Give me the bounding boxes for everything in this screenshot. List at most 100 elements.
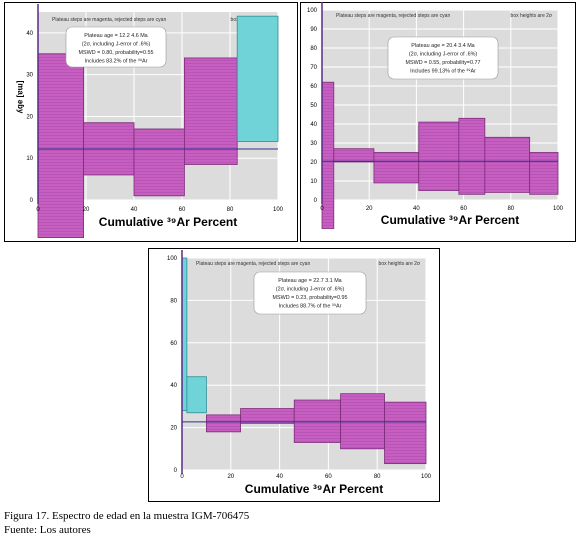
age-spectrum-chart-3: Plateau steps are magenta, rejected step… bbox=[148, 248, 440, 502]
rejected-step-box bbox=[186, 376, 207, 414]
y-tick-label: 20 bbox=[170, 426, 177, 432]
y-axis-label: [ma] əɓy bbox=[16, 81, 25, 114]
chart-panel-1: Plateau steps are magenta, rejected step… bbox=[4, 2, 298, 242]
x-tick-label: 20 bbox=[83, 207, 90, 213]
step-box-4 bbox=[183, 57, 238, 165]
x-tick-label: 100 bbox=[421, 474, 432, 480]
step-hatch bbox=[529, 152, 558, 195]
step-box-3 bbox=[373, 152, 420, 184]
x-tick-label: 60 bbox=[460, 206, 467, 212]
x-axis-label: Cumulative ³⁹Ar Percent bbox=[99, 215, 237, 229]
header-right-text: box heights are 2σ bbox=[379, 261, 421, 267]
step-hatch bbox=[206, 414, 241, 432]
y-tick-label: 0 bbox=[314, 198, 318, 204]
x-tick-label: 40 bbox=[413, 206, 420, 212]
plateau-annotation: Plateau age = 12.2 4.6 Ma (2σ, including … bbox=[65, 26, 167, 68]
annotation-line-3: MSWD = 0.80, probability=0.55 bbox=[79, 50, 154, 56]
annotation-line-3: MSWD = 0.23, probability=0.95 bbox=[273, 295, 348, 301]
step-box-1 bbox=[37, 53, 84, 238]
header-left-text: Plateau steps are magenta, rejected step… bbox=[52, 17, 166, 23]
x-tick-label: 80 bbox=[507, 206, 514, 212]
annotation-box bbox=[253, 271, 367, 315]
annotation-box bbox=[387, 36, 499, 80]
x-tick-label: 100 bbox=[273, 207, 284, 213]
step-box-7 bbox=[529, 152, 559, 195]
y-tick-label: 0 bbox=[174, 468, 178, 474]
x-tick-label: 60 bbox=[325, 474, 332, 480]
x-tick-label: 40 bbox=[276, 474, 283, 480]
y-tick-label: 40 bbox=[310, 122, 317, 128]
step-hatch bbox=[458, 118, 485, 195]
x-tick-label: 80 bbox=[227, 207, 234, 213]
y-tick-label: 60 bbox=[310, 84, 317, 90]
step-box-5 bbox=[293, 399, 342, 443]
plateau-annotation: Plateau age = 22.7 3.1 Ma (2σ, including … bbox=[253, 271, 367, 315]
x-tick-label: 40 bbox=[131, 207, 138, 213]
step-box-3 bbox=[133, 128, 185, 197]
y-tick-label: 30 bbox=[310, 141, 317, 147]
step-hatch bbox=[484, 137, 530, 193]
x-tick-label: 0 bbox=[180, 474, 184, 480]
rejected-step-box bbox=[236, 15, 279, 142]
x-tick-label: 0 bbox=[320, 206, 324, 212]
step-box-7 bbox=[384, 401, 427, 465]
figure-source: Fuente: Los autores bbox=[4, 524, 91, 536]
y-tick-label: 20 bbox=[310, 160, 317, 166]
y-tick-label: 30 bbox=[26, 73, 33, 79]
y-tick-label: 100 bbox=[307, 8, 318, 14]
step-hatch bbox=[184, 57, 238, 165]
figure-caption: Figura 17. Espectro de edad en la muestr… bbox=[4, 510, 250, 522]
step-box-5 bbox=[236, 15, 279, 142]
step-hatch bbox=[134, 128, 185, 196]
x-tick-label: 0 bbox=[36, 207, 40, 213]
annotation-line-1: Plateau age = 20.4 3.4 Ma bbox=[411, 43, 474, 49]
annotation-line-2: (2σ, including J-error of .6%) bbox=[276, 287, 345, 293]
step-hatch bbox=[418, 122, 459, 191]
y-tick-label: 40 bbox=[170, 383, 177, 389]
age-spectrum-chart-1: Plateau steps are magenta, rejected step… bbox=[4, 2, 298, 242]
x-axis-label: Cumulative ³⁹Ar Percent bbox=[245, 482, 383, 496]
y-tick-label: 20 bbox=[26, 114, 33, 120]
plateau-annotation: Plateau age = 20.4 3.4 Ma (2σ, including … bbox=[387, 36, 499, 80]
annotation-line-2: (2σ, including J-error of .6%) bbox=[82, 42, 151, 48]
annotation-line-3: MSWD = 0.55, probability=0.77 bbox=[406, 60, 481, 66]
step-hatch bbox=[240, 408, 295, 424]
header-right-text: box heights are 2σ bbox=[511, 13, 553, 19]
x-tick-label: 100 bbox=[553, 206, 564, 212]
age-spectrum-chart-2: Plateau steps are magenta, rejected step… bbox=[300, 2, 576, 242]
y-tick-label: 80 bbox=[310, 46, 317, 52]
annotation-line-1: Plateau age = 12.2 4.6 Ma bbox=[84, 33, 147, 39]
y-tick-label: 100 bbox=[167, 256, 178, 262]
step-hatch bbox=[340, 393, 385, 449]
step-box-4 bbox=[240, 408, 295, 424]
y-tick-label: 80 bbox=[170, 298, 177, 304]
step-box-3 bbox=[206, 414, 241, 433]
step-box-1 bbox=[321, 81, 335, 229]
y-tick-label: 50 bbox=[310, 103, 317, 109]
x-axis-label: Cumulative ³⁹Ar Percent bbox=[381, 213, 519, 227]
annotation-box bbox=[65, 26, 167, 68]
annotation-line-1: Plateau age = 22.7 3.1 Ma bbox=[278, 278, 341, 284]
y-tick-label: 40 bbox=[26, 31, 33, 37]
annotation-line-2: (2σ, including J-error of .6%) bbox=[409, 52, 478, 58]
step-hatch bbox=[333, 148, 374, 162]
y-tick-label: 10 bbox=[310, 179, 317, 185]
x-tick-label: 80 bbox=[374, 474, 381, 480]
annotation-line-4: Includes 83.2% of the ³⁹Ar bbox=[85, 59, 148, 65]
step-hatch bbox=[294, 400, 341, 443]
x-tick-label: 60 bbox=[179, 207, 186, 213]
step-box-5 bbox=[458, 117, 486, 195]
step-hatch bbox=[322, 82, 334, 229]
x-tick-label: 20 bbox=[227, 474, 234, 480]
chart-panel-2: Plateau steps are magenta, rejected step… bbox=[300, 2, 576, 242]
step-box-4 bbox=[418, 121, 460, 191]
step-box-6 bbox=[484, 136, 531, 193]
step-box-2 bbox=[186, 376, 207, 414]
y-tick-label: 10 bbox=[26, 156, 33, 162]
step-hatch bbox=[384, 402, 426, 464]
y-tick-label: 90 bbox=[310, 27, 317, 33]
header-left-text: Plateau steps are magenta, rejected step… bbox=[196, 261, 310, 267]
step-box-2 bbox=[333, 148, 375, 163]
annotation-line-4: Includes 99.13% of the ³⁹Ar bbox=[410, 69, 476, 75]
